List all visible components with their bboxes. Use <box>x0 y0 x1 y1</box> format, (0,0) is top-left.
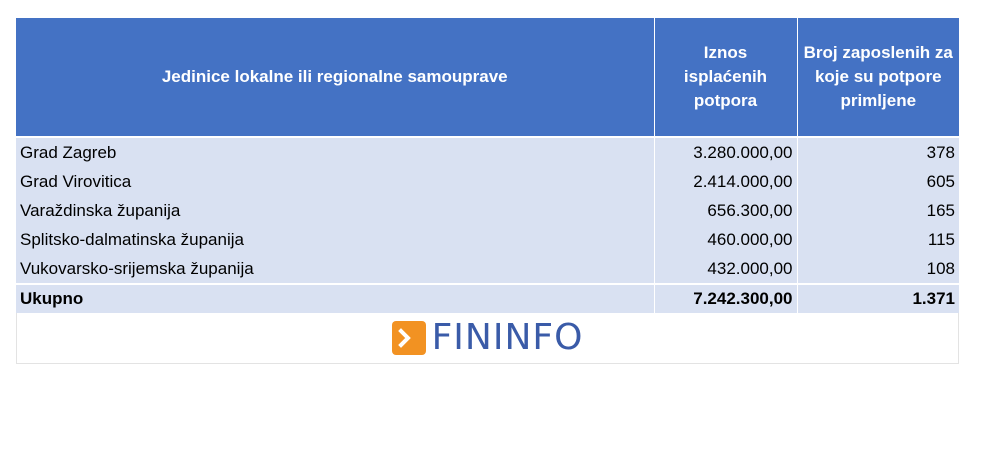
logo-row: FININFO <box>16 313 959 364</box>
table-footer: Ukupno 7.242.300,00 1.371 <box>16 283 959 313</box>
orange-arrow-logo-icon <box>391 321 426 355</box>
header-amount: Iznos isplaćenih potpora <box>654 18 798 137</box>
header-unit: Jedinice lokalne ili regionalne samoupra… <box>16 18 655 137</box>
cell-unit: Varaždinska županija <box>16 196 655 225</box>
cell-unit: Splitsko-dalmatinska županija <box>16 225 655 254</box>
cell-employees: 165 <box>797 196 959 225</box>
header-row: Jedinice lokalne ili regionalne samoupra… <box>16 18 959 137</box>
total-row: Ukupno 7.242.300,00 1.371 <box>16 283 959 313</box>
cell-employees: 108 <box>797 254 959 284</box>
cell-employees: 378 <box>797 136 959 167</box>
cell-employees: 605 <box>797 167 959 196</box>
total-amount: 7.242.300,00 <box>654 283 798 313</box>
table-row: Vukovarsko-srijemska županija 432.000,00… <box>16 254 959 284</box>
cell-amount: 2.414.000,00 <box>654 167 798 196</box>
table-row: Varaždinska županija 656.300,00 165 <box>16 196 959 225</box>
total-label: Ukupno <box>16 283 655 313</box>
cell-amount: 432.000,00 <box>654 254 798 284</box>
support-table: Jedinice lokalne ili regionalne samoupra… <box>16 18 959 313</box>
header-employees: Broj zaposlenih za koje su potpore priml… <box>797 18 959 137</box>
cell-amount: 3.280.000,00 <box>654 136 798 167</box>
cell-unit: Vukovarsko-srijemska županija <box>16 254 655 284</box>
logo-text: FININFO <box>431 317 584 358</box>
cell-employees: 115 <box>797 225 959 254</box>
cell-amount: 656.300,00 <box>654 196 798 225</box>
table-row: Grad Virovitica 2.414.000,00 605 <box>16 167 959 196</box>
support-table-container: Jedinice lokalne ili regionalne samoupra… <box>16 18 959 364</box>
table-body: Grad Zagreb 3.280.000,00 378 Grad Virovi… <box>16 136 959 284</box>
table-row: Splitsko-dalmatinska županija 460.000,00… <box>16 225 959 254</box>
fininfo-logo: FININFO <box>391 317 584 358</box>
table-header: Jedinice lokalne ili regionalne samoupra… <box>16 18 959 137</box>
table-row: Grad Zagreb 3.280.000,00 378 <box>16 136 959 167</box>
total-employees: 1.371 <box>797 283 959 313</box>
cell-unit: Grad Zagreb <box>16 136 655 167</box>
cell-amount: 460.000,00 <box>654 225 798 254</box>
cell-unit: Grad Virovitica <box>16 167 655 196</box>
